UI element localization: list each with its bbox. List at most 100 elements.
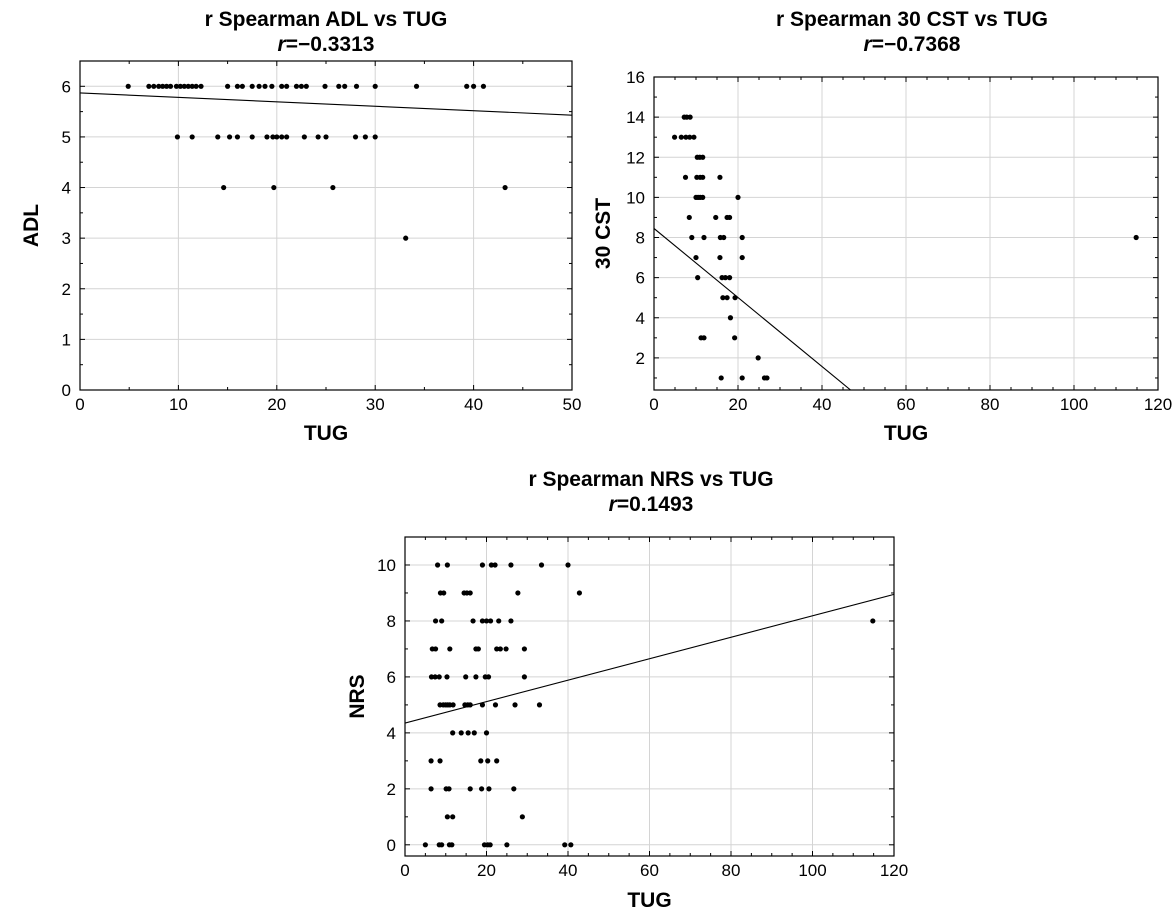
- correlation-symbol: r: [278, 33, 288, 56]
- y-tick-label: 2: [62, 280, 71, 299]
- data-point: [722, 275, 729, 281]
- x-tick-label: 60: [897, 395, 916, 414]
- x-axis-label: TUG: [884, 422, 928, 445]
- data-point: [1133, 234, 1139, 241]
- data-point: [151, 83, 157, 89]
- data-point: [435, 562, 441, 568]
- data-point: [413, 83, 420, 89]
- y-tick-label: 12: [626, 148, 645, 167]
- data-point: [538, 562, 545, 568]
- axis-ticks: [653, 76, 1159, 390]
- data-point: [362, 134, 368, 140]
- data-point: [215, 134, 221, 140]
- data-point: [503, 646, 509, 652]
- data-point: [515, 590, 521, 596]
- data-point: [717, 174, 723, 180]
- data-point: [508, 562, 514, 568]
- data-point: [494, 758, 500, 764]
- x-tick-label: 40: [813, 395, 832, 414]
- data-point: [479, 562, 486, 568]
- data-point: [428, 758, 434, 764]
- data-point: [485, 674, 492, 680]
- data-point: [492, 562, 498, 568]
- correlation-value: =−0.7368: [872, 33, 961, 56]
- y-tick-label: 10: [626, 188, 645, 207]
- data-point: [198, 83, 204, 89]
- y-tick-label: 6: [387, 668, 396, 687]
- data-point: [479, 702, 486, 708]
- data-point: [447, 646, 453, 652]
- chart-title: r Spearman 30 CST vs TUG: [776, 8, 1048, 31]
- data-point: [439, 842, 445, 848]
- correlation-label: r=0.1493: [609, 493, 694, 516]
- data-point: [701, 335, 707, 341]
- x-tick-label: 30: [366, 395, 385, 414]
- y-tick-label: 4: [387, 724, 396, 743]
- data-point: [700, 194, 706, 200]
- data-point: [167, 83, 174, 89]
- data-point: [764, 375, 770, 381]
- data-point: [467, 786, 473, 792]
- data-point: [428, 674, 435, 680]
- data-point: [467, 702, 473, 708]
- data-point: [160, 83, 166, 89]
- data-point: [146, 83, 152, 89]
- data-point: [185, 83, 191, 89]
- y-tick-label: 6: [62, 77, 71, 96]
- data-point: [492, 702, 499, 708]
- data-point: [521, 646, 527, 652]
- data-point: [262, 83, 268, 89]
- data-point: [181, 83, 187, 89]
- data-point: [372, 134, 378, 140]
- grid-lines: [654, 77, 1158, 390]
- data-point: [449, 842, 455, 848]
- regression-line: [405, 593, 894, 724]
- x-tick-label: 50: [563, 395, 582, 414]
- data-point: [508, 618, 514, 624]
- data-point: [512, 702, 518, 708]
- data-point: [336, 83, 342, 89]
- data-point: [465, 730, 471, 736]
- data-point: [713, 214, 719, 221]
- data-point: [256, 83, 262, 89]
- data-point: [279, 83, 285, 89]
- data-point: [565, 562, 571, 568]
- data-point: [293, 83, 300, 89]
- data-point: [450, 730, 456, 736]
- data-point: [269, 83, 275, 89]
- data-point: [562, 842, 568, 848]
- data-point: [353, 83, 360, 89]
- tick-labels: 0 20 40 60 80 100 120 2 4 6 8 10 12 14 16: [626, 68, 1172, 414]
- x-tick-label: 40: [464, 395, 483, 414]
- correlation-value: =−0.3313: [286, 33, 375, 56]
- x-tick-label: 0: [649, 395, 658, 414]
- y-tick-label: 1: [62, 330, 71, 349]
- data-point: [432, 646, 439, 652]
- y-tick-label: 8: [636, 229, 645, 248]
- y-tick-label: 10: [377, 556, 396, 575]
- data-point: [464, 83, 470, 89]
- x-tick-label: 80: [981, 395, 1000, 414]
- data-point: [471, 730, 477, 736]
- y-tick-label: 3: [62, 229, 71, 248]
- y-tick-label: 5: [62, 128, 71, 147]
- x-axis-label: TUG: [304, 422, 348, 445]
- data-point: [446, 786, 452, 792]
- data-point: [671, 134, 678, 140]
- data-point: [483, 618, 490, 624]
- data-point: [700, 154, 706, 160]
- data-points: [422, 562, 876, 848]
- data-point: [486, 786, 492, 792]
- x-tick-label: 60: [640, 861, 659, 880]
- data-point: [249, 83, 255, 89]
- data-point: [727, 315, 734, 321]
- data-point: [156, 83, 162, 89]
- data-point: [189, 134, 195, 140]
- data-point: [689, 234, 695, 241]
- data-point: [271, 184, 277, 191]
- data-point: [403, 235, 409, 241]
- data-point: [330, 184, 336, 191]
- data-point: [173, 83, 180, 89]
- data-point: [163, 83, 170, 89]
